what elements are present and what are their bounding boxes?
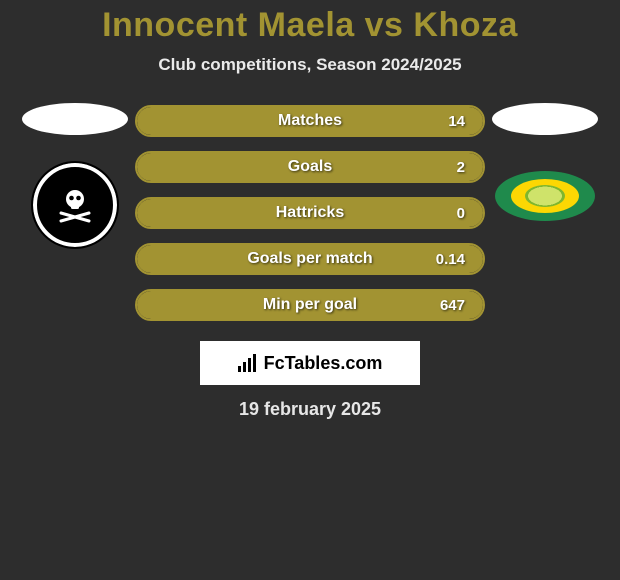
stat-label: Hattricks xyxy=(155,204,465,222)
brand-text: FcTables.com xyxy=(264,353,383,374)
stat-label: Matches xyxy=(155,112,465,130)
stat-label: Goals per match xyxy=(155,250,465,268)
stat-value: 0.14 xyxy=(436,251,465,268)
right-club-badge-core xyxy=(525,185,565,207)
right-club-badge xyxy=(495,171,595,221)
page-subtitle: Club competitions, Season 2024/2025 xyxy=(0,55,620,75)
player-avatar-left xyxy=(22,103,128,135)
stat-value: 14 xyxy=(448,113,465,130)
stat-row-goals: Goals 2 xyxy=(135,151,485,183)
right-player-col xyxy=(485,99,605,221)
date-label: 19 february 2025 xyxy=(0,399,620,420)
stat-label: Min per goal xyxy=(155,296,465,314)
stat-row-matches: Matches 14 xyxy=(135,105,485,137)
main-row: Matches 14 Goals 2 Hattricks 0 Goals per… xyxy=(0,99,620,321)
brand-badge[interactable]: FcTables.com xyxy=(200,341,420,385)
stat-row-mpg: Min per goal 647 xyxy=(135,289,485,321)
page-title: Innocent Maela vs Khoza xyxy=(0,6,620,45)
stat-row-gpm: Goals per match 0.14 xyxy=(135,243,485,275)
stat-value: 2 xyxy=(457,159,465,176)
player-avatar-right xyxy=(492,103,598,135)
left-club-badge xyxy=(33,163,117,247)
stat-label: Goals xyxy=(155,158,465,176)
bar-chart-icon xyxy=(238,354,258,372)
right-club-badge-inner xyxy=(511,179,579,213)
stat-value: 0 xyxy=(457,205,465,222)
stat-value: 647 xyxy=(440,297,465,314)
left-player-col xyxy=(15,99,135,247)
skull-crossbones-icon xyxy=(53,183,97,227)
comparison-card: Innocent Maela vs Khoza Club competition… xyxy=(0,0,620,420)
stats-column: Matches 14 Goals 2 Hattricks 0 Goals per… xyxy=(135,99,485,321)
stat-row-hattricks: Hattricks 0 xyxy=(135,197,485,229)
